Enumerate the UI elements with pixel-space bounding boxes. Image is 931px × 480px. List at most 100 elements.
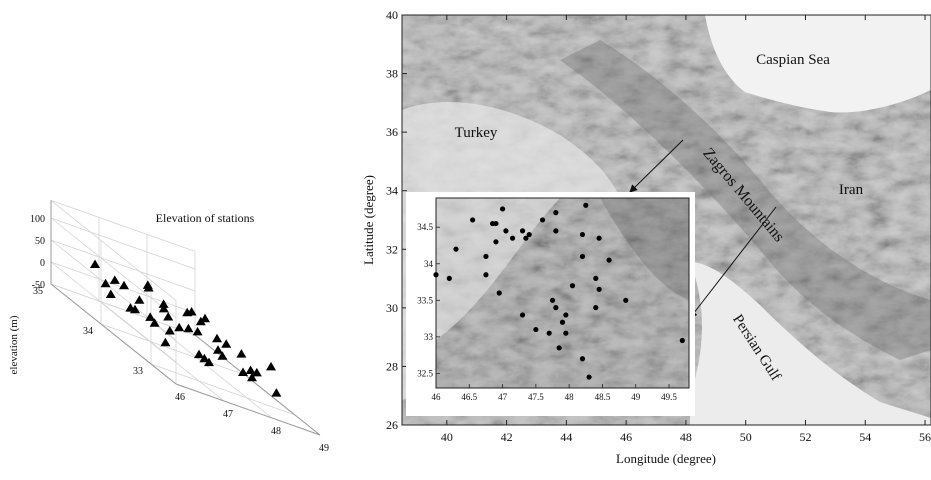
station-dot (519, 228, 526, 234)
station-dot (586, 374, 592, 380)
station-dot (563, 330, 569, 336)
x-tick-label: 48 (271, 426, 281, 437)
station-triangle (236, 349, 247, 358)
axis-line (194, 334, 321, 436)
station-dot (563, 312, 569, 318)
station-triangle (183, 323, 194, 333)
station-triangle (266, 361, 276, 371)
y-tick-label: 34 (83, 326, 93, 337)
grid-line (50, 261, 177, 363)
x-tick-label: 46 (620, 430, 632, 444)
station-triangle (251, 367, 262, 377)
grid-line (50, 217, 177, 319)
station-triangle (164, 326, 175, 335)
grid-line (50, 200, 196, 252)
x-tick-label: 48 (680, 430, 692, 444)
station-dot (579, 231, 586, 238)
elevation-3d-scatter: Elevation of stations -50 0 50 100 33 34… (8, 200, 329, 454)
station-triangle (200, 313, 210, 323)
y-tick-label: 33 (133, 366, 143, 377)
station-triangle (158, 299, 169, 308)
station-triangle (199, 353, 210, 363)
station-triangle (130, 304, 140, 314)
station-triangle (100, 278, 111, 288)
y-tick-label: 28 (386, 359, 398, 373)
y-tick-label: 40 (386, 8, 398, 22)
inset-y-tick-labels: 32.5 33 33.5 34 34.5 (417, 222, 433, 378)
pointer-arrow (629, 139, 684, 193)
station-dot (533, 326, 539, 333)
y-axis-label: Latitude (degree) (361, 175, 376, 265)
x-tick-label: 47 (498, 392, 508, 402)
y-tick-label: 30 (386, 301, 398, 315)
x-tick-label: 47.5 (528, 392, 544, 402)
x-tick-label: 50 (740, 430, 752, 444)
station-dot (539, 217, 546, 223)
caspian-sea-label: Caspian Sea (756, 52, 830, 68)
x-tick-label: 56 (919, 430, 931, 444)
station-triangle (174, 322, 185, 332)
x-tick-label: 40 (441, 430, 453, 444)
station-dot (553, 305, 559, 311)
grid-line (100, 323, 246, 376)
station-triangle (163, 312, 174, 321)
y-tick-label: 33.5 (417, 295, 433, 305)
station-dot (593, 305, 599, 311)
y-tick-label: 33 (424, 332, 434, 342)
station-triangle (90, 259, 100, 268)
z-tick-label: -50 (32, 280, 45, 291)
x-tick-label: 49 (631, 392, 641, 402)
y-tick-label: 36 (386, 125, 398, 139)
grid-3d (50, 200, 321, 436)
station-dot (553, 228, 559, 234)
station-inset-map: 46 46.5 47 47.5 48 48.5 49 49.5 32.5 33 … (406, 192, 695, 416)
z-tick-label: 50 (35, 236, 45, 247)
station-dot (519, 312, 526, 318)
station-triangle (217, 351, 228, 360)
station-dot (483, 253, 489, 260)
z-tick-label: 0 (40, 258, 45, 269)
x-tick-label: 42 (501, 430, 513, 444)
x-tick-label: 48 (565, 392, 575, 402)
station-triangle (105, 289, 116, 298)
station-dot (583, 202, 589, 208)
station-dot (499, 206, 506, 212)
station-triangle (142, 280, 153, 289)
regional-map: 40 42 44 46 48 50 52 54 56 26 28 30 32 3… (361, 8, 931, 466)
y-tick-label: 34.5 (417, 222, 433, 232)
station-dot (556, 345, 562, 351)
grid-line (98, 300, 225, 402)
station-dot (679, 337, 685, 344)
axis-ticks-3d: -50 0 50 100 33 34 35 46 47 48 49 (30, 214, 329, 454)
y-tick-label: 32.5 (417, 368, 433, 378)
station-dot (623, 297, 629, 303)
station-triangle (247, 372, 257, 382)
station-dot (553, 210, 559, 216)
station-dot (509, 235, 516, 241)
map-y-tick-labels: 26 28 30 32 34 36 38 40 (386, 8, 398, 432)
grid-line (50, 217, 196, 270)
x-axis-label: Longitude (degree) (616, 451, 716, 466)
caspian-sea-area (705, 15, 931, 113)
station-triangle (158, 303, 169, 313)
station-dot (606, 257, 612, 263)
station-dot (503, 228, 509, 234)
grid-line (146, 317, 273, 419)
station-dot (526, 231, 532, 238)
station-triangle (109, 275, 120, 284)
y-tick-label: 38 (386, 67, 398, 81)
station-triangle (271, 388, 282, 397)
station-dot (493, 239, 499, 245)
station-triangle (145, 312, 156, 321)
station-triangle (149, 318, 160, 327)
axis-line (50, 283, 177, 385)
iran-label: Iran (839, 182, 864, 198)
z-axis-label: elevation (m) (8, 315, 20, 374)
station-dot (523, 235, 529, 241)
inset-x-tick-labels: 46 46.5 47 47.5 48 48.5 49 49.5 (432, 392, 678, 402)
station-triangle (160, 337, 171, 347)
station-dot (579, 356, 586, 362)
station-dot (596, 286, 602, 292)
inset-station-markers (433, 202, 685, 380)
